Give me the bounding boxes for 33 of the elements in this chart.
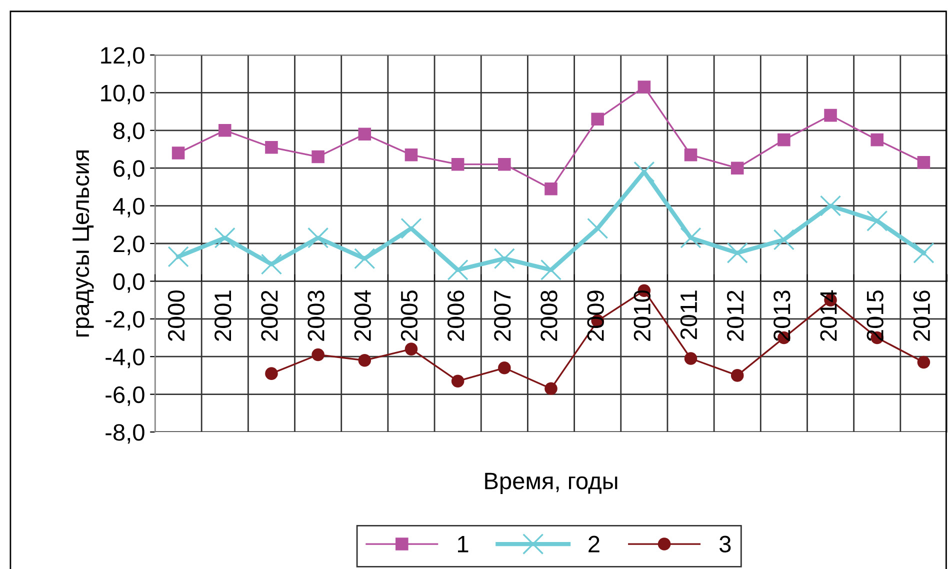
x-tick-label: 2008 <box>540 290 558 341</box>
x-tick-label: 2000 <box>168 290 185 341</box>
x-tick-label: 2010 <box>634 290 651 341</box>
x-tick-label: 2014 <box>820 290 837 341</box>
legend-label: 1 <box>458 536 468 552</box>
y-tick-label: 12,0 <box>101 47 144 67</box>
x-tick-label: 2006 <box>447 290 464 341</box>
x-tick-label: 2001 <box>214 290 232 341</box>
x-tick-label: 2009 <box>587 290 604 341</box>
y-tick-label: 10,0 <box>101 84 144 104</box>
x-tick-label: 2015 <box>866 290 884 341</box>
x-tick-label: 2002 <box>261 290 278 341</box>
y-tick-label: 0,0 <box>113 273 144 293</box>
x-tick-label: 2004 <box>354 290 371 341</box>
x-tick-label: 2005 <box>400 290 418 341</box>
y-tick-label: 4,0 <box>113 198 144 218</box>
y-tick-label: 8,0 <box>113 122 144 142</box>
y-tick-label: -8,0 <box>106 424 144 444</box>
y-tick-label: 2,0 <box>114 236 144 256</box>
legend-label: 3 <box>719 536 731 553</box>
x-tick-label: 2016 <box>913 290 930 341</box>
y-axis-title: градусы Цельсия <box>72 150 94 336</box>
x-tick-label: 2012 <box>726 290 744 341</box>
x-axis-title: Время, годы <box>485 472 618 494</box>
y-tick-label: -6,0 <box>106 386 144 406</box>
x-tick-label: 2013 <box>774 290 790 341</box>
legend-label: 2 <box>588 536 600 552</box>
x-tick-label: 2011 <box>680 290 698 340</box>
y-tick-label: 6,0 <box>114 160 144 180</box>
x-tick-label: 2003 <box>308 290 324 341</box>
y-tick-label: -4,0 <box>106 348 144 368</box>
x-tick-label: 2007 <box>494 290 511 341</box>
y-tick-label: -2,0 <box>106 310 144 330</box>
